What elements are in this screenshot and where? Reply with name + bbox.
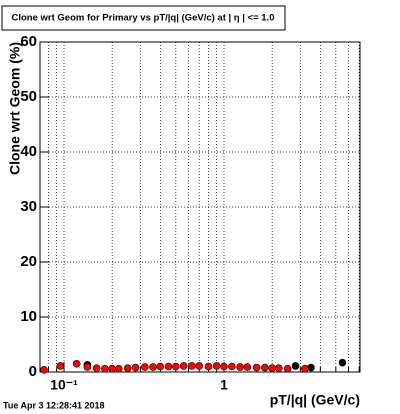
point [195,362,204,370]
point [188,362,196,370]
point [228,362,236,371]
point [220,362,228,371]
point [141,363,149,371]
chart-title: Clone wrt Geom for Primary vs pT/|q| (Ge… [12,13,275,24]
y-tick-label: 0 [29,363,37,380]
y-axis-label: Clone wrt Geom (%) [7,42,23,175]
title-box [1,5,286,31]
y-tick-label: 10 [20,308,37,325]
x-axis-label: pT/|q| (GeV/c) [270,392,360,408]
point [156,362,165,371]
point [338,358,347,367]
point [123,364,132,372]
point [204,362,213,371]
point [283,364,292,373]
point [291,362,300,370]
y-tick-label: 40 [20,143,37,160]
point [114,364,123,373]
y-tick-label: 60 [20,33,37,50]
y-tick-label: 50 [20,88,37,105]
x-tick-label: 10⁻¹ [50,377,78,393]
y-tick-label: 30 [20,198,37,215]
point [92,364,101,372]
footer: Tue Apr 3 12:28:41 2018 [3,400,105,410]
point [252,363,261,372]
point [236,363,244,371]
point [131,363,140,372]
point [243,363,252,371]
point [179,362,188,370]
point [83,363,92,371]
point [149,363,157,371]
point [212,362,221,370]
point [72,359,81,368]
point [108,364,116,373]
point [261,363,269,372]
y-tick-label: 20 [20,253,37,270]
point [164,362,173,371]
point [172,362,180,371]
plot-frame [39,41,361,373]
point [274,364,283,372]
point [56,362,65,370]
point [101,364,109,373]
point [307,363,315,372]
x-tick-label: 1 [220,377,228,393]
point [301,364,309,373]
point [268,364,276,372]
point [40,365,48,374]
